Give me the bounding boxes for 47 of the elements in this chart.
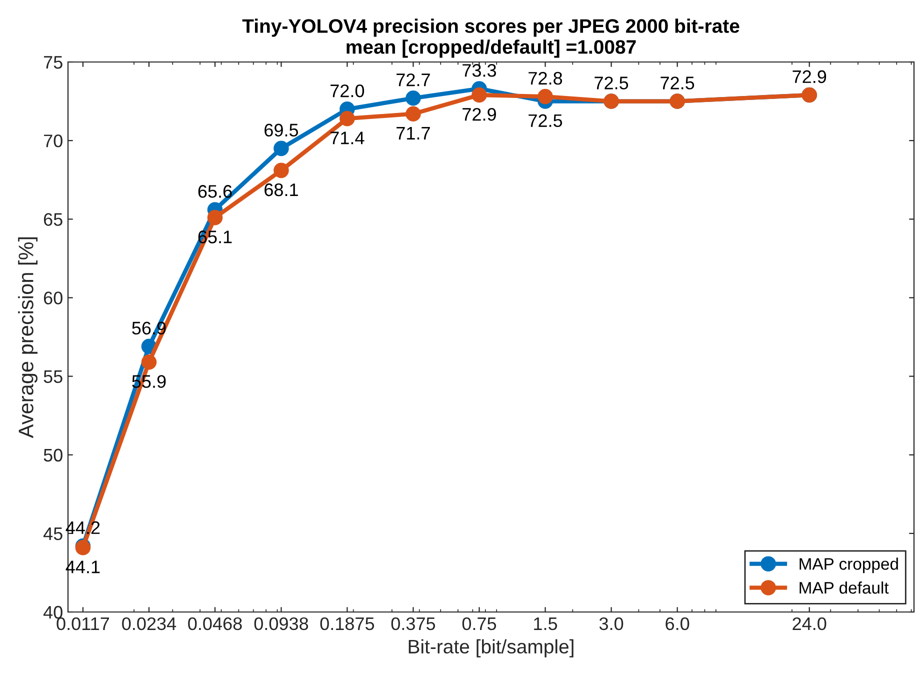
y-tick-label: 50 xyxy=(44,448,62,462)
x-tick-label: 0.75 xyxy=(462,617,496,630)
y-tick-label: 55 xyxy=(44,370,62,384)
y-tick-label: 60 xyxy=(44,292,62,304)
data-label: 72.8 xyxy=(528,72,562,85)
x-tick-label: 0.1875 xyxy=(320,617,374,630)
x-tick-label: 0.0234 xyxy=(122,617,176,630)
y-tick-label: 75 xyxy=(44,56,62,69)
data-label: 69.5 xyxy=(264,124,298,137)
y-tick-label: 45 xyxy=(43,528,62,540)
data-label: 71.4 xyxy=(330,132,364,144)
data-label: 65.6 xyxy=(198,185,232,198)
legend-label: MAP default xyxy=(800,581,889,594)
x-tick-label: 0.375 xyxy=(391,617,436,630)
y-tick-label: 65 xyxy=(44,213,62,226)
point xyxy=(538,88,553,104)
y-tick-label: 70 xyxy=(44,134,62,148)
data-label: 72.0 xyxy=(330,84,364,98)
point xyxy=(207,210,223,226)
point xyxy=(406,90,421,106)
point xyxy=(472,87,487,103)
data-label: 72.9 xyxy=(792,70,826,84)
x-tick-label: 3.0 xyxy=(599,617,624,630)
data-label: 72.5 xyxy=(594,76,628,90)
data-label: 72.5 xyxy=(528,114,562,128)
legend-label: MAP cropped xyxy=(800,558,898,574)
x-tick-label: 0.0117 xyxy=(56,617,109,630)
data-label: 73.3 xyxy=(462,64,496,77)
x-tick-label: 1.5 xyxy=(534,618,558,630)
x-tick-label: 24.0 xyxy=(792,617,826,630)
point xyxy=(406,106,421,122)
x-axis-title: Bit-rate [bit/sample] xyxy=(408,639,574,658)
point xyxy=(274,140,289,156)
x-tick-label: 0.0468 xyxy=(188,617,242,630)
point xyxy=(340,110,355,126)
data-label: 72.7 xyxy=(396,73,430,86)
chart-title: Tiny-YOLOV4 precision scores per JPEG 2000 bit-rate mean [cropped/default] =1.0087 xyxy=(242,18,740,58)
point xyxy=(141,354,157,370)
y-tick-label: 40 xyxy=(43,606,62,619)
y-axis-title: Average precision [%] xyxy=(18,237,38,438)
data-label: 72.9 xyxy=(462,108,496,121)
data-label: 72.5 xyxy=(660,76,694,90)
point xyxy=(274,162,289,178)
x-tick-label: 0.0938 xyxy=(254,617,308,630)
x-tick-label: 6.0 xyxy=(666,617,690,630)
data-label: 68.1 xyxy=(264,183,298,196)
data-label: 71.7 xyxy=(396,127,430,140)
